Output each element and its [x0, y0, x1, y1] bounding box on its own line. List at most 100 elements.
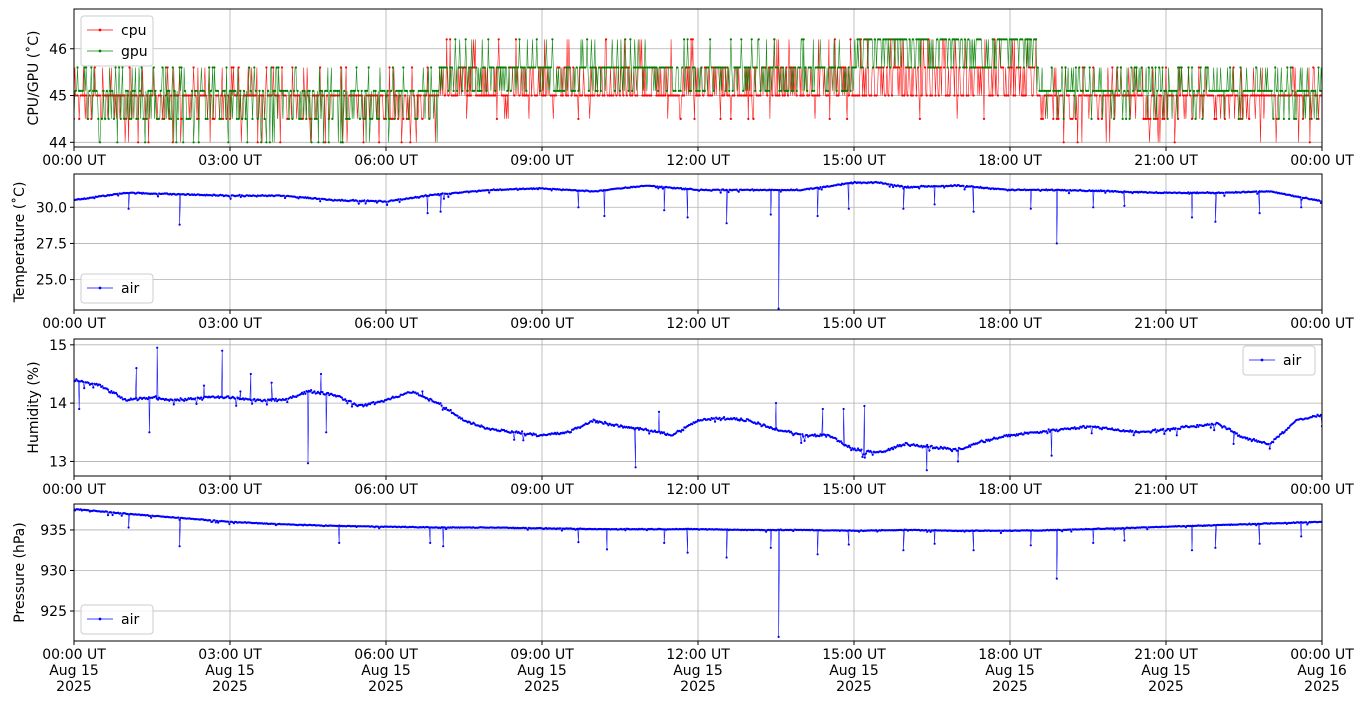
data-point	[903, 94, 906, 97]
data-point	[676, 94, 679, 97]
data-point	[98, 94, 102, 97]
data-point	[1232, 66, 1235, 69]
data-point	[516, 66, 519, 69]
data-point	[508, 66, 511, 69]
data-point	[733, 66, 736, 69]
data-point	[710, 66, 714, 69]
data-point	[334, 94, 337, 97]
data-point	[197, 117, 200, 120]
data-point	[1022, 94, 1025, 97]
data-point	[823, 66, 826, 69]
data-point	[563, 66, 566, 69]
data-point	[535, 94, 538, 97]
data-point	[421, 89, 424, 92]
data-point	[242, 89, 245, 92]
data-point	[116, 141, 119, 144]
data-point	[1155, 431, 1158, 434]
data-point	[726, 66, 729, 69]
data-point	[228, 117, 232, 120]
data-point	[802, 38, 805, 41]
data-point	[178, 518, 181, 521]
data-point	[613, 89, 616, 92]
data-point	[825, 94, 828, 97]
data-point	[91, 382, 94, 385]
data-point	[1031, 94, 1034, 97]
data-point	[972, 549, 975, 552]
data-point	[1272, 117, 1275, 120]
data-point	[792, 89, 795, 92]
chart-panel-3: 00:00 UT 03:00 UT 06:00 UT 09:00 UT 12:00 UT…	[26, 338, 1354, 498]
data-point	[591, 66, 594, 69]
data-point	[674, 89, 677, 92]
data-point	[1206, 66, 1209, 69]
data-point	[504, 66, 507, 69]
data-point	[95, 382, 98, 385]
data-point	[620, 66, 623, 69]
data-point	[313, 117, 316, 120]
data-point	[1137, 94, 1140, 97]
data-point	[1052, 117, 1055, 120]
x-tick-label: 03:00 UT	[198, 482, 262, 498]
data-point	[301, 89, 304, 92]
data-point	[1269, 442, 1272, 445]
data-point	[577, 206, 580, 209]
data-point	[527, 66, 530, 69]
data-point	[1237, 117, 1240, 120]
data-point	[1256, 89, 1259, 92]
data-point	[641, 66, 644, 69]
data-point	[317, 141, 320, 144]
data-point	[934, 66, 937, 69]
data-point	[433, 89, 436, 92]
data-point	[1154, 66, 1157, 69]
data-point	[1133, 94, 1136, 97]
data-point	[442, 197, 445, 200]
data-point	[290, 396, 293, 399]
data-point	[924, 38, 927, 41]
data-point	[979, 38, 982, 41]
data-point	[1047, 89, 1050, 92]
data-point	[1043, 94, 1046, 97]
y-tick-label: 13	[49, 454, 67, 470]
data-point	[1008, 38, 1012, 41]
data-point	[818, 435, 821, 438]
data-point	[962, 94, 965, 97]
data-point	[445, 66, 448, 69]
data-point	[450, 94, 453, 97]
data-point	[930, 66, 934, 69]
data-point	[863, 404, 866, 408]
data-point	[837, 66, 840, 69]
data-point	[1084, 426, 1088, 429]
data-point	[828, 66, 831, 69]
data-point	[920, 444, 923, 447]
data-point	[844, 89, 847, 92]
data-point	[332, 89, 336, 92]
data-point	[727, 191, 730, 194]
data-point	[650, 94, 653, 97]
data-point	[764, 89, 767, 92]
data-point	[294, 66, 297, 69]
data-point	[761, 66, 764, 69]
data-point	[227, 520, 230, 523]
data-point	[887, 94, 890, 97]
data-point	[501, 66, 504, 69]
data-point	[1123, 89, 1126, 92]
data-point	[119, 117, 122, 120]
data-point	[135, 397, 138, 400]
data-point	[1230, 89, 1233, 92]
data-point	[495, 117, 498, 120]
data-point	[464, 38, 467, 41]
data-point	[1194, 117, 1197, 120]
data-point	[1029, 66, 1032, 69]
data-point	[1074, 117, 1077, 120]
data-point	[1236, 89, 1239, 92]
data-point	[553, 94, 556, 97]
data-point	[253, 66, 256, 69]
data-point	[865, 94, 868, 97]
data-point	[196, 89, 199, 92]
data-point	[750, 94, 753, 97]
data-point	[679, 430, 683, 433]
data-point	[712, 66, 715, 69]
series-gpu	[74, 38, 1322, 144]
data-point	[1196, 423, 1199, 427]
